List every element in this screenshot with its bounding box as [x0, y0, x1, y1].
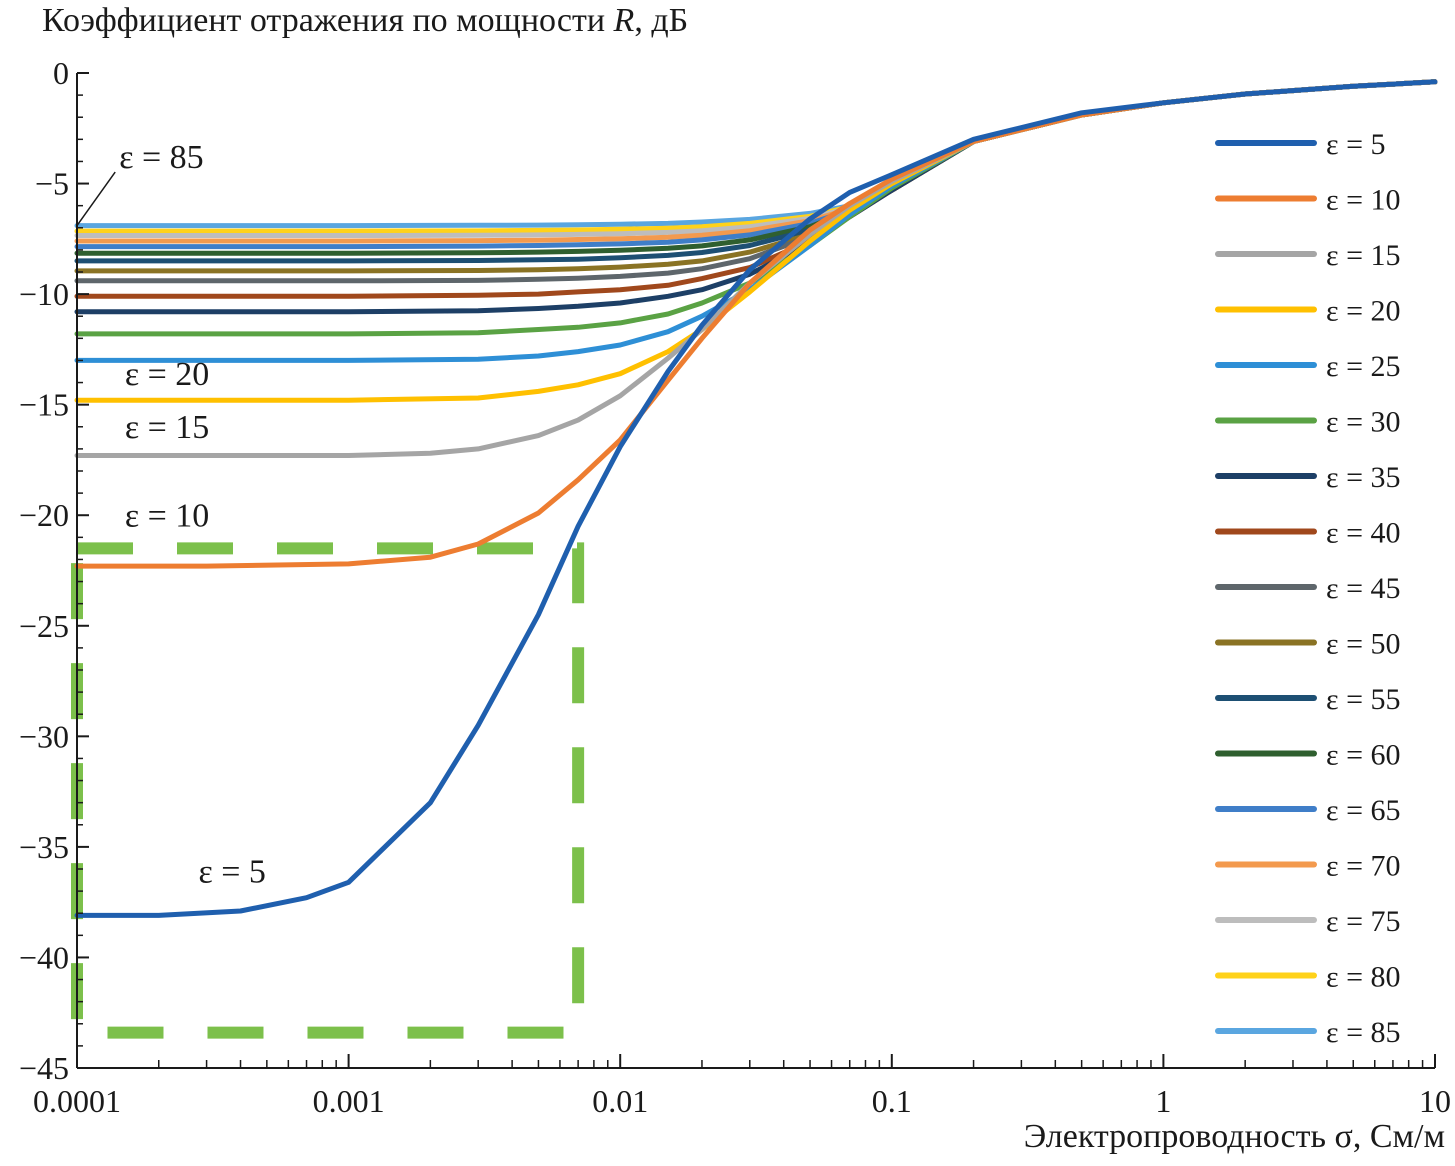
y-tick-label: −45 — [19, 1050, 69, 1086]
legend-label: ε = 10 — [1326, 184, 1401, 217]
legend-label: ε = 30 — [1326, 406, 1401, 439]
x-tick-label: 0.01 — [592, 1083, 648, 1119]
y-tick-label: −15 — [19, 387, 69, 423]
y-tick-label: −40 — [19, 939, 69, 975]
y-tick-label: −10 — [19, 276, 69, 312]
legend-label: ε = 75 — [1326, 905, 1401, 938]
legend-label: ε = 65 — [1326, 794, 1401, 827]
legend-label: ε = 25 — [1326, 350, 1401, 383]
annotation-label: ε = 5 — [198, 853, 265, 890]
legend-label: ε = 15 — [1326, 239, 1401, 272]
annotation-label: ε = 10 — [125, 497, 209, 534]
legend: ε = 5 ε = 10 ε = 15 ε = 20 ε = 25 ε = 30 ε = 3… — [1215, 128, 1401, 1049]
y-tick-label: −25 — [19, 608, 69, 644]
annotation-label: ε = 85 — [119, 139, 203, 176]
legend-label: ε = 35 — [1326, 461, 1401, 494]
x-tick-label: 0.0001 — [33, 1083, 121, 1119]
x-tick-label: 10 — [1419, 1083, 1451, 1119]
legend-label: ε = 45 — [1326, 572, 1401, 605]
series-line — [74, 79, 1438, 918]
series-line — [74, 79, 1438, 569]
y-tick-label: −20 — [19, 497, 69, 533]
y-tick-label: −5 — [35, 166, 69, 202]
series-line — [74, 79, 1438, 229]
series-group — [74, 79, 1438, 918]
legend-label: ε = 55 — [1326, 683, 1401, 716]
legend-label: ε = 60 — [1326, 739, 1401, 772]
x-tick-label: 0.1 — [872, 1083, 912, 1119]
legend-label: ε = 20 — [1326, 295, 1401, 328]
legend-label: ε = 5 — [1326, 128, 1386, 161]
legend-label: ε = 70 — [1326, 850, 1401, 883]
legend-label: ε = 40 — [1326, 517, 1401, 550]
legend-label: ε = 50 — [1326, 628, 1401, 661]
highlight-box — [71, 542, 585, 1039]
legend-label: ε = 85 — [1326, 1016, 1401, 1049]
y-tick-label: −30 — [19, 718, 69, 754]
y-tick-label: −35 — [19, 829, 69, 865]
annotation-label: ε = 20 — [125, 356, 209, 393]
annotation-label: ε = 15 — [125, 409, 209, 446]
annotation-pointer — [76, 171, 116, 227]
series-line — [74, 79, 1438, 234]
legend-label: ε = 80 — [1326, 961, 1401, 994]
y-tick-label: 0 — [53, 55, 69, 91]
series-line — [74, 79, 1438, 238]
y-axis-title: Коэффициент отражения по мощности R, дБ — [42, 2, 689, 39]
x-axis-title: Электропроводность σ, См/м — [1023, 1118, 1445, 1155]
x-tick-label: 0.001 — [313, 1083, 385, 1119]
x-tick-label: 1 — [1155, 1083, 1171, 1119]
